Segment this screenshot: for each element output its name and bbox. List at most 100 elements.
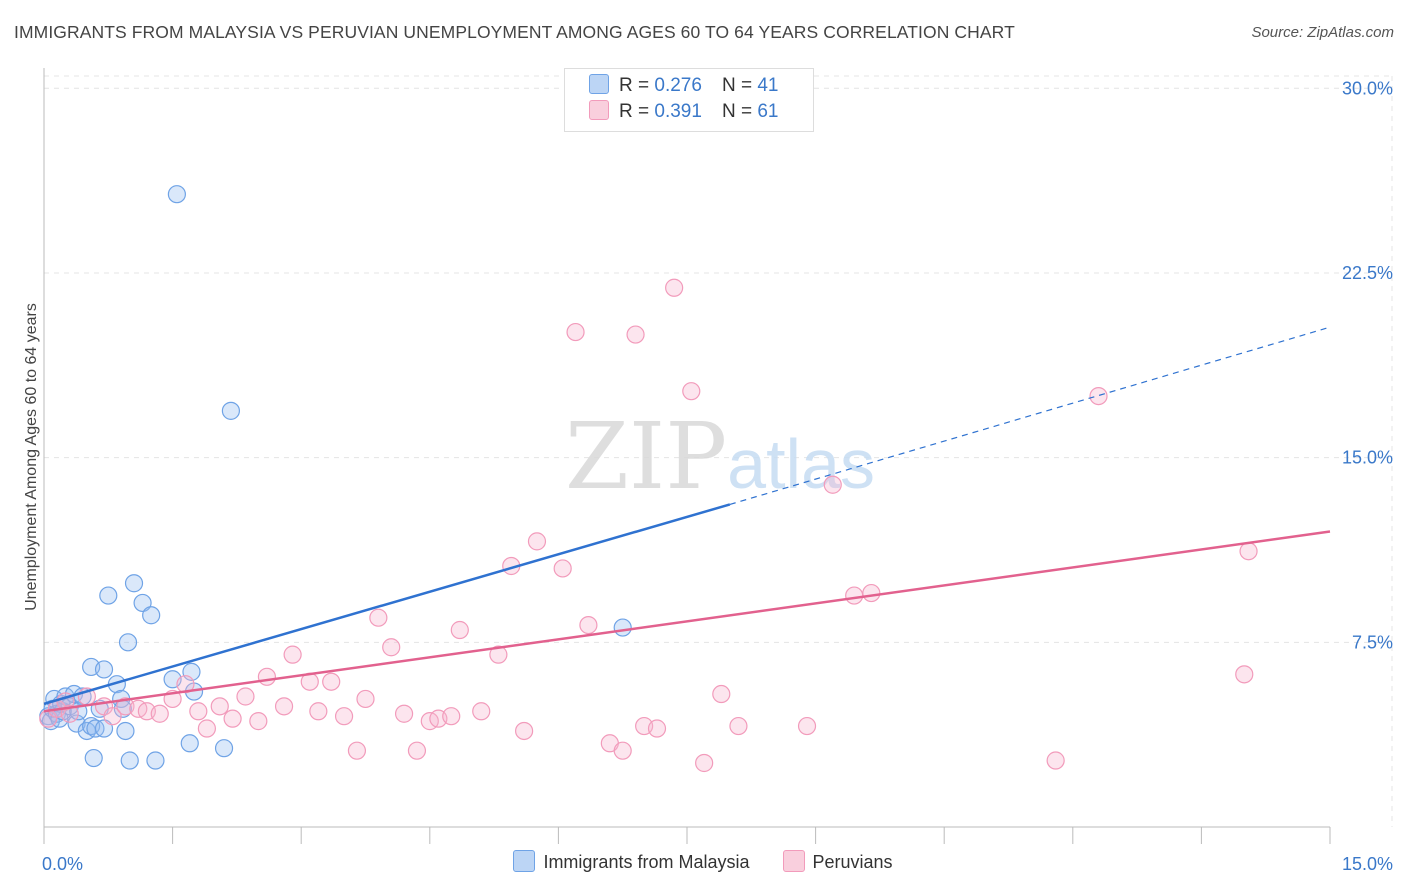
peruvian-point bbox=[283, 645, 302, 664]
series-legend: Immigrants from Malaysia Peruvians bbox=[0, 850, 1406, 874]
malaysia-point bbox=[221, 401, 240, 420]
x-tick-label-max: 15.0% bbox=[1342, 854, 1393, 874]
tick-labels: 7.5% 15.0% 22.5% 30.0% 0.0% 15.0% bbox=[42, 78, 1393, 874]
peruvian-point bbox=[197, 719, 216, 738]
peruvian-point bbox=[150, 704, 169, 723]
legend-row-peruvians: R = 0.391 N = 61 bbox=[589, 99, 779, 127]
peruvian-point bbox=[236, 687, 255, 706]
peruvian-point bbox=[450, 620, 469, 640]
malaysia-point bbox=[116, 721, 135, 741]
peruvian-point bbox=[274, 697, 294, 716]
peruvian-point bbox=[334, 707, 354, 726]
legend-n-value-peruvians: 61 bbox=[757, 101, 779, 122]
legend-r-label: R = bbox=[619, 101, 650, 122]
peruvian-point bbox=[613, 741, 632, 760]
peruvian-point bbox=[189, 702, 208, 721]
peruvian-point bbox=[347, 741, 367, 760]
trendlines bbox=[43, 326, 1331, 713]
malaysia-point bbox=[133, 593, 152, 613]
peruvian-point bbox=[647, 719, 667, 738]
legend-r-value-malaysia: 0.276 bbox=[654, 75, 702, 96]
legend-r-value-peruvians: 0.391 bbox=[654, 101, 702, 122]
y-tick-label: 22.5% bbox=[1342, 263, 1393, 283]
peruvian-point bbox=[1235, 665, 1254, 684]
y-tick-label: 15.0% bbox=[1342, 448, 1393, 468]
series-swatch-malaysia bbox=[513, 850, 536, 873]
peruvian-point bbox=[515, 721, 534, 741]
peruvian-point bbox=[472, 702, 491, 721]
malaysia-point bbox=[120, 751, 139, 770]
y-tick-label: 7.5% bbox=[1352, 632, 1393, 652]
series-legend-malaysia[interactable]: Immigrants from Malaysia bbox=[513, 850, 750, 874]
peruvian-point bbox=[210, 697, 229, 716]
peruvian-point bbox=[382, 638, 401, 657]
malaysia-point bbox=[99, 586, 118, 605]
peruvian-point bbox=[394, 704, 414, 723]
malaysia-point bbox=[180, 734, 199, 753]
peruvian-point bbox=[1046, 751, 1065, 770]
peruvian-point bbox=[249, 712, 268, 731]
peruvian-point bbox=[553, 559, 572, 578]
malaysia-point bbox=[146, 751, 165, 770]
watermark-atlas: atlas bbox=[727, 425, 875, 503]
peruvian-point bbox=[579, 615, 598, 635]
malaysia-point bbox=[214, 739, 234, 758]
peruvian-point bbox=[626, 325, 645, 344]
peruvian-point bbox=[489, 645, 508, 664]
peruvian-point bbox=[257, 667, 277, 686]
legend-swatch-peruvians bbox=[589, 99, 609, 120]
malaysia-point bbox=[142, 606, 161, 625]
peruvian-point bbox=[369, 608, 388, 627]
legend-n-label: N = bbox=[721, 101, 753, 122]
peruvian-point bbox=[407, 741, 427, 760]
malaysia-point bbox=[94, 719, 114, 738]
malaysia-point bbox=[84, 748, 103, 768]
malaysia-point bbox=[118, 633, 138, 652]
peruvian-point bbox=[845, 586, 864, 605]
peruvian-point bbox=[1089, 386, 1108, 406]
legend-row-malaysia: R = 0.276 N = 41 bbox=[589, 73, 779, 101]
malaysia-point bbox=[613, 618, 632, 637]
correlation-legend: R = 0.276 N = 41 R = 0.391 N = 61 bbox=[564, 68, 814, 132]
peruvian-point bbox=[665, 278, 684, 297]
legend-n-label: N = bbox=[721, 75, 753, 96]
series-legend-label: Peruvians bbox=[812, 852, 893, 872]
chart-source: Source: ZipAtlas.com bbox=[1251, 24, 1394, 41]
peruvian-point bbox=[682, 382, 701, 401]
peruvian-point bbox=[442, 707, 461, 726]
peruvian-point bbox=[309, 702, 328, 721]
peruvian-point bbox=[103, 707, 122, 726]
peruvian-point bbox=[729, 716, 748, 736]
legend-r-label: R = bbox=[619, 75, 650, 96]
watermark-zip: ZIP bbox=[565, 403, 727, 510]
peruvian-point bbox=[712, 684, 731, 704]
peruvians-trendline bbox=[43, 530, 1331, 713]
watermark: ZIPatlas bbox=[565, 403, 875, 510]
peruvian-point bbox=[223, 709, 242, 728]
axes bbox=[43, 68, 1331, 844]
peruvian-point bbox=[356, 689, 375, 709]
peruvian-point bbox=[322, 672, 341, 691]
malaysia-point bbox=[124, 574, 144, 593]
legend-swatch-malaysia bbox=[589, 73, 609, 94]
peruvian-point bbox=[797, 716, 817, 736]
peruvian-point bbox=[527, 532, 547, 551]
malaysia-point bbox=[94, 660, 114, 679]
peruvian-point bbox=[823, 475, 842, 494]
malaysia-point bbox=[167, 185, 186, 204]
series-swatch-peruvians bbox=[782, 850, 805, 873]
malaysia-trendline bbox=[43, 503, 731, 706]
series-legend-label: Immigrants from Malaysia bbox=[543, 852, 750, 872]
series-legend-peruvians[interactable]: Peruvians bbox=[782, 850, 893, 874]
peruvian-point bbox=[1239, 542, 1258, 561]
peruvian-point bbox=[695, 753, 714, 773]
legend-n-value-malaysia: 41 bbox=[757, 75, 779, 96]
y-tick-label: 30.0% bbox=[1342, 78, 1393, 98]
peruvian-point bbox=[566, 322, 585, 342]
chart-title: IMMIGRANTS FROM MALAYSIA VS PERUVIAN UNE… bbox=[14, 22, 1015, 42]
malaysia-trendline-extension bbox=[729, 326, 1331, 506]
peruvians-points bbox=[39, 278, 1258, 773]
x-tick-label-min: 0.0% bbox=[42, 854, 83, 874]
peruvian-point bbox=[862, 583, 881, 603]
